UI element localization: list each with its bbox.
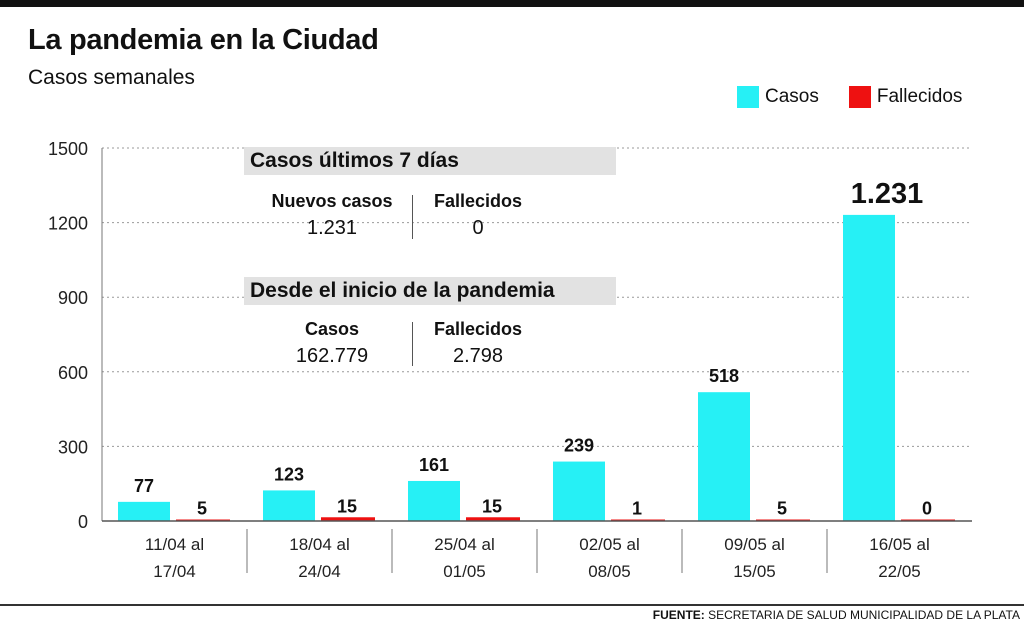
bar-casos	[698, 392, 750, 521]
bar-casos	[553, 461, 605, 521]
panel-total-left-label: Casos	[304, 319, 360, 339]
panel-total-left-value: 162.779	[295, 345, 369, 367]
data-label-casos: 123	[274, 464, 304, 484]
panel-week-left-label: Nuevos casos	[271, 191, 393, 211]
y-tick-label: 0	[78, 512, 88, 532]
panel-week-heading: Casos últimos 7 días	[244, 147, 616, 175]
data-label-casos: 161	[419, 455, 449, 475]
legend-swatch-casos	[737, 86, 759, 108]
chart-title: La pandemia en la Ciudad	[28, 24, 379, 56]
data-label-casos: 518	[709, 366, 739, 386]
x-tick-label: 11/04 al	[145, 535, 204, 554]
legend-label-casos: Casos	[765, 86, 819, 107]
bar-casos	[408, 480, 460, 521]
data-label-fallecidos: 0	[922, 499, 932, 519]
panel-week-right-value: 0	[472, 217, 484, 239]
source-note: FUENTE: SECRETARIA DE SALUD MUNICIPALIDA…	[653, 608, 1020, 622]
x-tick-label: 02/05 al	[579, 535, 640, 554]
data-label-fallecidos: 15	[482, 496, 502, 516]
legend-label-fallecidos: Fallecidos	[876, 86, 963, 107]
bar-casos	[263, 490, 315, 521]
legend-swatch-fallecidos	[848, 86, 871, 108]
x-tick-label: 18/04 al	[289, 535, 350, 554]
source-label: FUENTE:	[652, 608, 705, 622]
x-tick-label: 16/05 al	[869, 535, 930, 554]
legend-item-casos: Casos	[737, 86, 819, 108]
bar-casos	[118, 501, 170, 521]
x-tick-label: 08/05	[588, 562, 631, 581]
data-label-casos: 77	[134, 476, 154, 496]
panel-week-left-value: 1.231	[306, 217, 358, 239]
chart-subtitle: Casos semanales	[28, 66, 195, 89]
panel-week-right-label: Fallecidos	[433, 191, 523, 211]
panel-total-right-label: Fallecidos	[433, 319, 523, 339]
data-label-casos: 239	[564, 436, 594, 456]
footer-rule	[0, 604, 1024, 606]
x-tick-label: 17/04	[153, 562, 196, 581]
data-label-fallecidos: 5	[777, 499, 787, 519]
x-tick-label: 01/05	[443, 562, 486, 581]
y-tick-label: 1200	[48, 214, 88, 234]
legend: Casos Fallecidos	[737, 86, 992, 108]
data-label-fallecidos: 1	[632, 499, 642, 519]
data-label-fallecidos: 5	[197, 499, 207, 519]
legend-item-fallecidos: Fallecidos	[848, 86, 963, 108]
top-bar	[0, 0, 1024, 7]
x-tick-label: 24/04	[298, 562, 341, 581]
bar-fallecidos	[321, 517, 375, 521]
bar-fallecidos	[466, 517, 520, 521]
panel-total-right-value: 2.798	[452, 345, 504, 367]
panel-week-separator	[412, 195, 413, 239]
x-tick-label: 15/05	[733, 562, 776, 581]
y-tick-label: 1500	[48, 139, 88, 159]
x-tick-label: 25/04 al	[434, 535, 495, 554]
y-tick-label: 600	[58, 363, 88, 383]
y-tick-label: 900	[58, 288, 88, 308]
x-tick-label: 09/05 al	[724, 535, 785, 554]
y-tick-label: 300	[58, 437, 88, 457]
data-label-fallecidos: 15	[337, 496, 357, 516]
data-label-casos: 1.231	[851, 178, 924, 210]
panel-total-separator	[412, 322, 413, 366]
bar-casos	[843, 214, 895, 521]
panel-total-heading: Desde el inicio de la pandemia	[244, 277, 616, 305]
x-tick-label: 22/05	[878, 562, 921, 581]
source-text: SECRETARIA DE SALUD MUNICIPALIDAD DE LA …	[704, 608, 1020, 622]
